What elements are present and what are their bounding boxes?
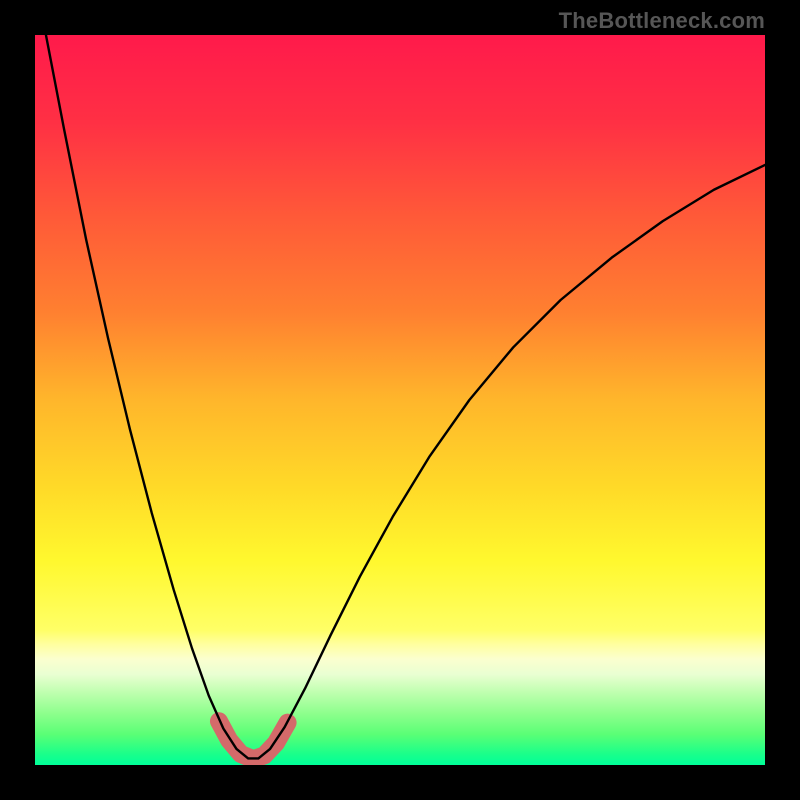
gradient-background bbox=[35, 35, 765, 765]
plot-svg bbox=[35, 35, 765, 765]
watermark-text: TheBottleneck.com bbox=[559, 8, 765, 34]
plot-area bbox=[35, 35, 765, 765]
